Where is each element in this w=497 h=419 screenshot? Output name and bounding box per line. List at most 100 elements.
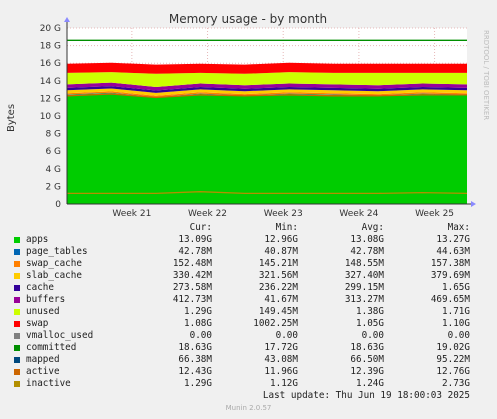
legend-swatch — [14, 237, 20, 243]
y-tick-label: 10 G — [40, 112, 61, 122]
legend-avg: 0.00 — [361, 330, 384, 341]
legend-row-committed: committed 18.63G 17.72G 18.63G 19.02G — [12, 342, 484, 354]
last-update: Last update: Thu Jun 19 18:00:03 2025 — [262, 390, 470, 401]
legend-name: swap — [26, 318, 49, 329]
y-tick-label: 16 G — [40, 59, 61, 69]
legend-swatch — [14, 357, 20, 363]
area-swap — [67, 62, 467, 74]
legend-min: 145.21M — [258, 258, 298, 269]
legend-row-cache: cache 273.58M 236.22M 299.15M 1.65G — [12, 282, 484, 294]
legend-max: 13.27G — [436, 234, 470, 245]
legend-name: cache — [26, 282, 54, 293]
legend-swatch — [14, 345, 20, 351]
legend-cur: 13.09G — [178, 234, 212, 245]
legend-max: 157.38M — [430, 258, 470, 269]
legend-cur: 12.43G — [178, 366, 212, 377]
legend-max: 44.63M — [436, 246, 470, 257]
legend-name: page_tables — [26, 246, 88, 257]
legend-name: vmalloc_used — [26, 330, 94, 341]
legend-avg: 12.39G — [350, 366, 384, 377]
header-min: Min: — [275, 222, 298, 233]
line-inactive — [67, 191, 468, 195]
y-tick-label: 2 G — [45, 182, 61, 192]
y-axis-label: Bytes — [6, 104, 17, 132]
legend-max: 1.10G — [442, 318, 470, 329]
y-tick-label: 14 G — [40, 77, 61, 87]
area-apps — [67, 93, 467, 204]
legend-row-swap-cache: swap_cache 152.48M 145.21M 148.55M 157.38M — [12, 258, 484, 270]
legend-name: apps — [26, 234, 49, 245]
legend-row-slab-cache: slab_cache 330.42M 321.56M 327.40M 379.69M — [12, 270, 484, 282]
legend-cur: 152.48M — [172, 258, 212, 269]
legend-avg: 13.08G — [350, 234, 384, 245]
legend-cur: 330.42M — [172, 270, 212, 281]
x-tick-label: Week 25 — [415, 209, 454, 219]
legend-min: 1002.25M — [253, 318, 298, 329]
legend-avg: 327.40M — [344, 270, 384, 281]
legend-min: 149.45M — [258, 306, 298, 317]
legend-swatch — [14, 273, 20, 279]
x-axis-arrow — [471, 201, 476, 207]
legend-swatch — [14, 297, 20, 303]
legend-max: 1.65G — [442, 282, 470, 293]
x-tick-label: Week 23 — [264, 209, 303, 219]
legend-max: 12.76G — [436, 366, 470, 377]
legend-max: 379.69M — [430, 270, 470, 281]
legend-row-inactive: inactive 1.29G 1.12G 1.24G 2.73G — [12, 378, 484, 390]
legend-avg: 1.24G — [356, 378, 384, 389]
legend-table: Cur: Min: Avg: Max: apps 13.09G 12.96G 13.0… — [12, 222, 484, 402]
legend-cur: 42.78M — [178, 246, 212, 257]
legend-swatch — [14, 369, 20, 375]
legend-avg: 1.05G — [356, 318, 384, 329]
legend-cur: 18.63G — [178, 342, 212, 353]
legend-avg: 1.38G — [356, 306, 384, 317]
legend-name: buffers — [26, 294, 66, 305]
munin-version: Munin 2.0.57 — [225, 404, 272, 412]
legend-min: 321.56M — [258, 270, 298, 281]
legend-name: inactive — [26, 378, 71, 389]
area-slab-cache — [67, 88, 467, 96]
legend-cur: 273.58M — [172, 282, 212, 293]
legend-min: 11.96G — [264, 366, 298, 377]
legend-name: active — [26, 366, 60, 377]
legend-max: 2.73G — [442, 378, 470, 389]
legend-name: swap_cache — [26, 258, 82, 269]
y-tick-label: 18 G — [40, 42, 61, 52]
legend-name: slab_cache — [26, 270, 82, 281]
header-max: Max: — [447, 222, 470, 233]
x-tick-label: Week 24 — [339, 209, 378, 219]
legend-avg: 66.50M — [350, 354, 384, 365]
y-axis-arrow — [64, 17, 70, 22]
series-lines — [66, 39, 468, 195]
legend-avg: 18.63G — [350, 342, 384, 353]
legend-row-unused: unused 1.29G 149.45M 1.38G 1.71G — [12, 306, 484, 318]
legend-cur: 1.29G — [184, 378, 212, 389]
legend-swatch — [14, 249, 20, 255]
legend-max: 469.65M — [430, 294, 470, 305]
stacked-areas — [67, 62, 467, 204]
header-cur: Cur: — [189, 222, 212, 233]
legend-row-page-tables: page_tables 42.78M 40.87M 42.78M 44.63M — [12, 246, 484, 258]
legend-header: Cur: Min: Avg: Max: — [12, 222, 484, 234]
legend-row-active: active 12.43G 11.96G 12.39G 12.76G — [12, 366, 484, 378]
area-swap-cache — [67, 91, 467, 98]
legend-min: 40.87M — [264, 246, 298, 257]
legend-min: 43.08M — [264, 354, 298, 365]
y-tick-label: 8 G — [45, 130, 61, 140]
header-avg: Avg: — [361, 222, 384, 233]
area-buffers — [67, 82, 467, 91]
legend-swatch — [14, 321, 20, 327]
legend-cur: 1.08G — [184, 318, 212, 329]
legend-min: 41.67M — [264, 294, 298, 305]
legend-min: 17.72G — [264, 342, 298, 353]
axes: 0 2 G 4 G 6 G 8 G 10 G 12 G 14 G 16 G 18 G 20 G Wee… — [40, 17, 476, 219]
legend-cur: 1.29G — [184, 306, 212, 317]
legend-max: 0.00 — [447, 330, 470, 341]
legend-swatch — [14, 309, 20, 315]
legend-name: unused — [26, 306, 60, 317]
legend-name: mapped — [26, 354, 60, 365]
x-tick-label: Week 22 — [188, 209, 227, 219]
legend-swatch — [14, 381, 20, 387]
legend-name: committed — [26, 342, 77, 353]
legend-row-mapped: mapped 66.38M 43.08M 66.50M 95.22M — [12, 354, 484, 366]
